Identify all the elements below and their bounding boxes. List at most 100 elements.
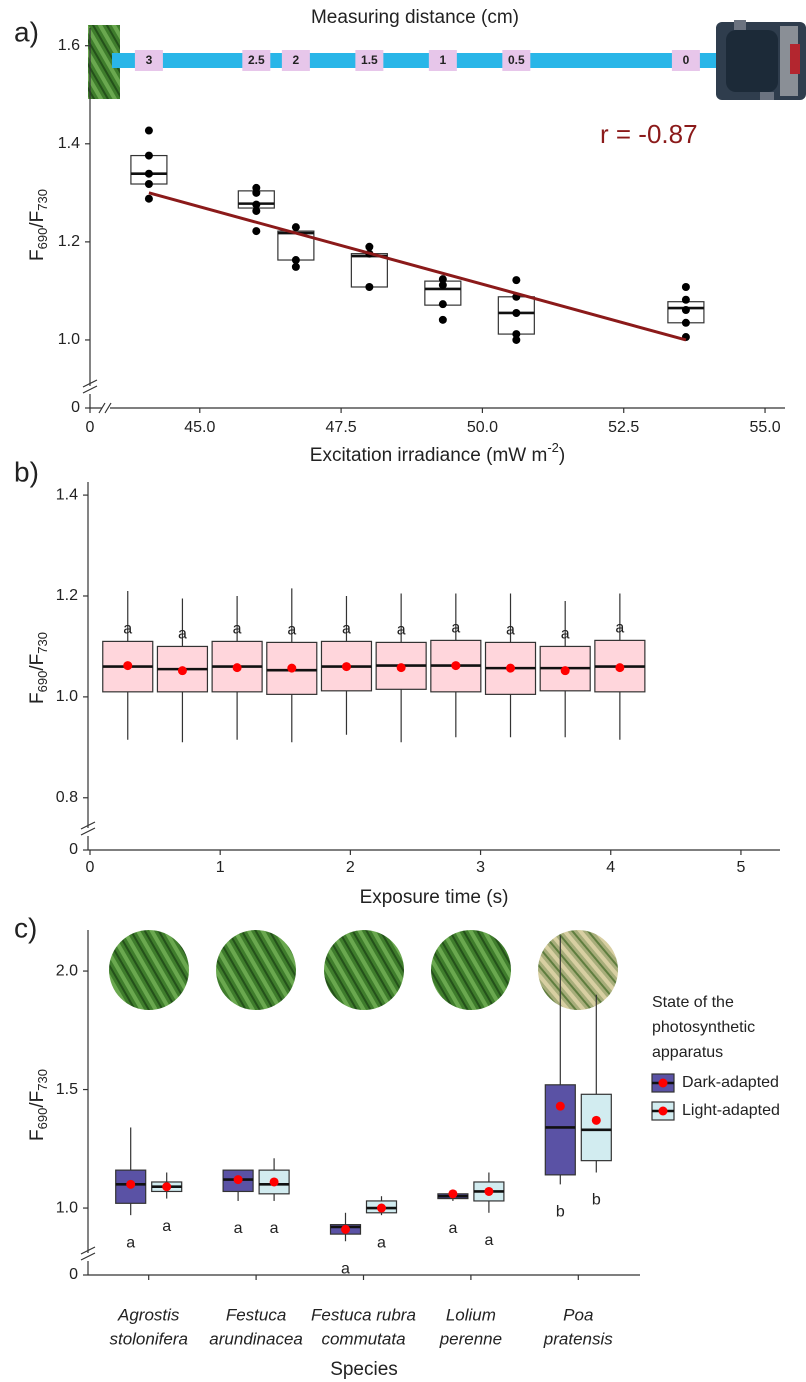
- significance-letter: a: [178, 626, 187, 643]
- panel-label: c): [14, 912, 37, 943]
- legend-title: State of the: [652, 994, 734, 1011]
- legend-label: Light-adapted: [682, 1102, 780, 1119]
- x-axis-title: Exposure time (s): [360, 887, 509, 908]
- mean-point: [232, 663, 242, 673]
- x-tick-label: 1: [216, 859, 225, 876]
- y-tick-label: 1.0: [58, 331, 80, 348]
- mean-point: [555, 1101, 565, 1111]
- y-axis-title-part: 730: [35, 1069, 50, 1091]
- y-axis-title-part: 690: [35, 1108, 50, 1130]
- x-axis-title-part: ): [559, 445, 565, 466]
- data-point: [681, 295, 690, 304]
- banner-title: Measuring distance (cm): [311, 7, 519, 28]
- significance-letter: a: [448, 1220, 457, 1237]
- distance-label: 1.5: [361, 53, 378, 67]
- species-photo: [216, 930, 296, 1010]
- data-point: [438, 275, 447, 284]
- data-point: [144, 126, 153, 135]
- axis-break: [80, 821, 96, 836]
- y-axis-title-part: 690: [35, 228, 50, 250]
- distance-tag: [355, 50, 384, 71]
- y-tick-label: 1.5: [56, 1081, 78, 1098]
- data-point: [252, 206, 261, 215]
- legend-title: photosynthetic: [652, 1019, 755, 1036]
- significance-letter: a: [451, 620, 460, 637]
- y-axis-title-part: F: [27, 1129, 48, 1141]
- y-tick-label: 1.6: [58, 37, 80, 54]
- y-tick-label: 1.0: [56, 1199, 78, 1216]
- distance-label: 1: [440, 53, 447, 67]
- data-point: [681, 282, 690, 291]
- x-tick-label: 2: [346, 859, 355, 876]
- data-point: [291, 256, 300, 265]
- distance-tag: [281, 50, 310, 71]
- y-axis-title: F690/F730: [27, 189, 50, 261]
- significance-letter: a: [233, 621, 242, 638]
- x-axis-title: Excitation irradiance (mW m-2): [310, 440, 565, 466]
- significance-letter: a: [234, 1220, 243, 1237]
- x-tick-label: Festuca: [226, 1305, 286, 1324]
- data-point: [438, 315, 447, 324]
- distance-tag: [428, 50, 457, 71]
- y-axis-title-part: /F: [27, 654, 48, 671]
- significance-letter: a: [126, 1234, 135, 1251]
- distance-bar: [112, 53, 718, 68]
- y-axis-title-part: F: [27, 249, 48, 261]
- mean-point: [269, 1177, 279, 1187]
- data-point: [512, 308, 521, 317]
- significance-letter: a: [484, 1232, 493, 1249]
- x-tick-label: pratensis: [543, 1329, 613, 1348]
- significance-letter: a: [615, 620, 624, 637]
- mean-point: [341, 662, 351, 672]
- data-point: [681, 306, 690, 315]
- species-photo: [324, 930, 404, 1010]
- data-point: [512, 276, 521, 285]
- mean-point: [126, 1179, 136, 1189]
- y-axis-title-part: 690: [35, 671, 50, 693]
- significance-letter: a: [342, 621, 351, 638]
- significance-letter: b: [556, 1204, 565, 1221]
- x-tick-label: Poa: [563, 1305, 593, 1324]
- x-axis-title-part: Exposure time (s): [360, 887, 509, 908]
- distance-tag: [242, 50, 271, 71]
- x-tick-label: 50.0: [467, 419, 498, 436]
- y-tick-label: 1.4: [58, 135, 80, 152]
- data-point: [365, 282, 374, 291]
- data-point: [365, 242, 374, 251]
- mean-point: [448, 1189, 458, 1199]
- significance-letter: a: [561, 626, 570, 643]
- species-photos: [109, 930, 618, 1010]
- y-tick-label: 1.0: [56, 688, 78, 705]
- x-tick-label: 5: [736, 859, 745, 876]
- y-tick-label: 0: [69, 841, 78, 858]
- y-tick-label: 2.0: [56, 962, 78, 979]
- mean-point: [560, 666, 570, 676]
- distance-tag: [671, 50, 700, 71]
- mean-point: [233, 1175, 243, 1185]
- x-tick-label: Lolium: [446, 1305, 496, 1324]
- data-point: [512, 330, 521, 339]
- x-tick-label: stolonifera: [109, 1329, 187, 1348]
- axis-break: [82, 379, 98, 394]
- distance-label: 0.5: [508, 53, 525, 67]
- y-axis-title-part: F: [27, 692, 48, 704]
- x-tick-label: Festuca rubra: [311, 1305, 416, 1324]
- data-point: [681, 318, 690, 327]
- mean-point: [287, 663, 297, 673]
- mean-point: [591, 1115, 601, 1125]
- data-point: [252, 227, 261, 236]
- y-axis-title: F690/F730: [27, 632, 50, 704]
- data-point: [512, 335, 521, 344]
- y-tick-label: 1.2: [56, 587, 78, 604]
- y-tick-label: 0: [69, 1266, 78, 1283]
- x-tick-label: 4: [606, 859, 615, 876]
- significance-letter: a: [377, 1234, 386, 1251]
- y-axis-title-part: /F: [27, 1091, 48, 1108]
- species-photo: [431, 930, 511, 1010]
- legend-swatch-mean: [658, 1078, 668, 1088]
- legend-swatch-mean: [658, 1106, 668, 1116]
- mean-point: [123, 661, 133, 671]
- legend-title: apparatus: [652, 1044, 723, 1061]
